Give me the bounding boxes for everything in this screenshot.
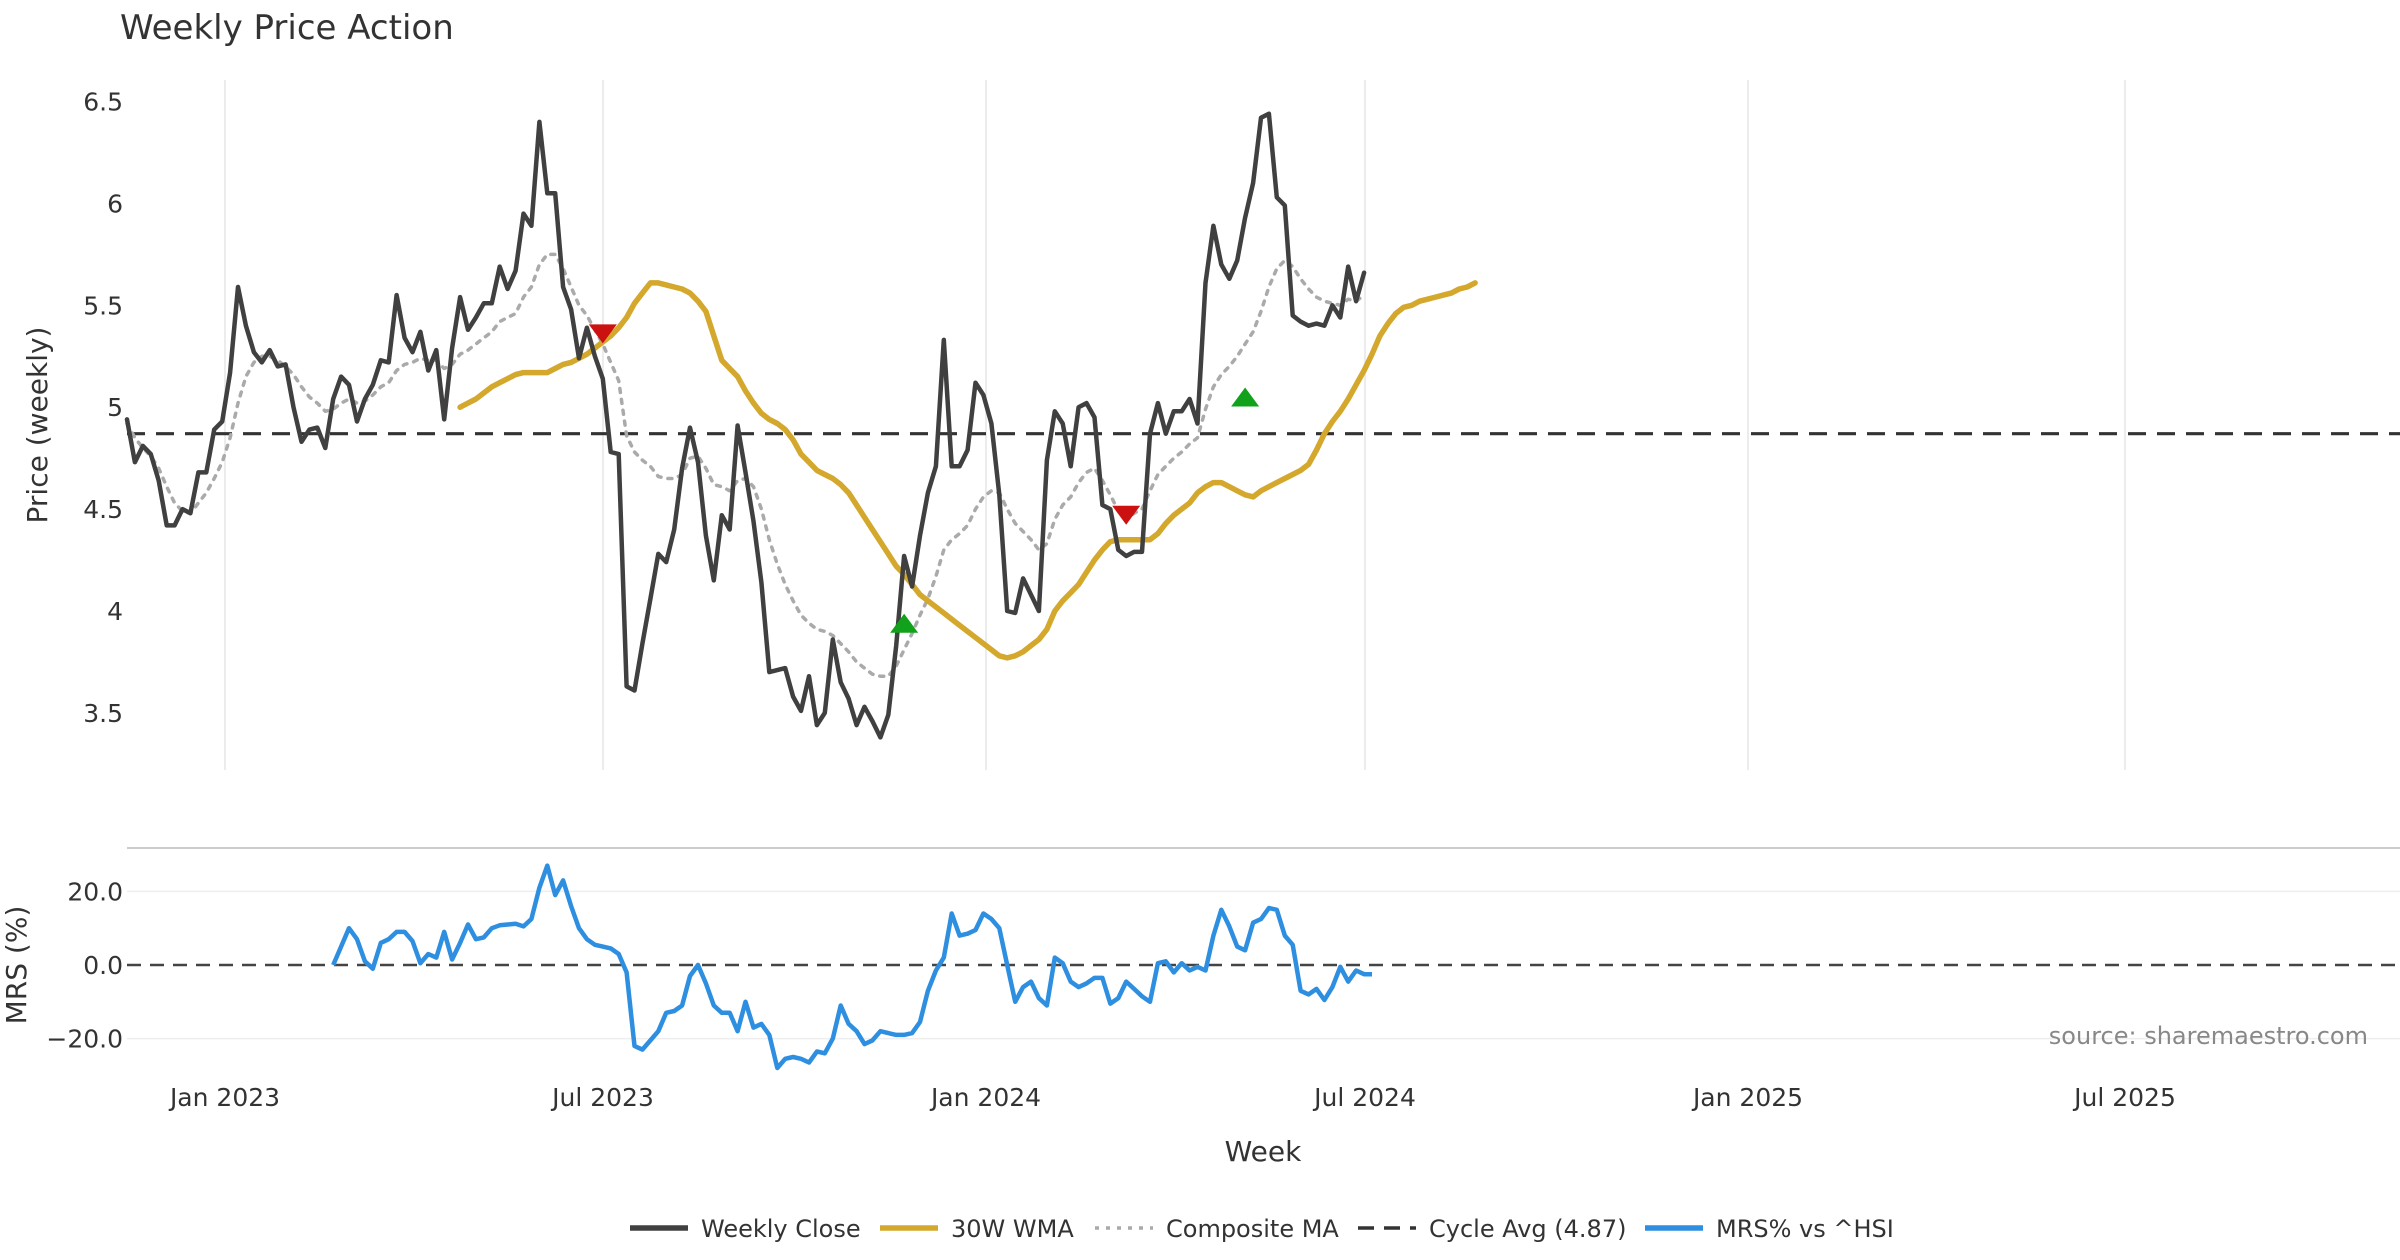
x-tick-label: Jan 2023 bbox=[168, 1083, 280, 1112]
mrs-y-tick-label: 0.0 bbox=[83, 951, 123, 980]
signal-markers bbox=[588, 324, 1260, 633]
grid-layer bbox=[127, 80, 2400, 1040]
buy-signal-marker bbox=[1231, 387, 1260, 407]
series-mrs bbox=[331, 863, 1372, 1071]
mrs-y-axis-label: MRS (%) bbox=[0, 906, 33, 1025]
legend: Weekly Close 30W WMA Composite MA Cycle Avg… bbox=[630, 1215, 1894, 1243]
legend-label: 30W WMA bbox=[951, 1215, 1074, 1243]
legend-label: Cycle Avg (4.87) bbox=[1429, 1215, 1626, 1243]
price-y-tick-label: 4 bbox=[107, 597, 123, 626]
price-y-tick-label: 6.5 bbox=[83, 88, 123, 117]
reference-lines bbox=[127, 432, 2400, 967]
legend-label: Weekly Close bbox=[701, 1215, 861, 1243]
x-tick-label: Jul 2023 bbox=[550, 1083, 654, 1112]
x-tick-label: Jul 2025 bbox=[2072, 1083, 2176, 1112]
sell-signal-marker bbox=[1112, 505, 1141, 525]
price-y-tick-label: 3.5 bbox=[83, 699, 123, 728]
legend-label: Composite MA bbox=[1166, 1215, 1339, 1243]
source-label: source: sharemaestro.com bbox=[2049, 1022, 2368, 1050]
sell-signal-marker bbox=[588, 324, 617, 344]
price-y-tick-label: 5.5 bbox=[83, 291, 123, 320]
price-y-axis-label: Price (weekly) bbox=[21, 327, 54, 524]
mrs-y-tick-label: −20.0 bbox=[46, 1025, 123, 1054]
legend-label: MRS% vs ^HSI bbox=[1716, 1215, 1894, 1243]
x-tick-label: Jan 2024 bbox=[929, 1083, 1041, 1112]
mrs-y-tick-label: 20.0 bbox=[67, 877, 123, 906]
buy-signal-marker bbox=[890, 613, 919, 633]
tick-labels: 3.5 4 4.5 5 5.5 6 6.5 −20.0 0.0 20.0 Jan 2023 Jul 2… bbox=[46, 88, 2175, 1113]
series-weekly-close bbox=[124, 111, 1367, 740]
price-y-tick-label: 5 bbox=[107, 393, 123, 422]
x-tick-label: Jan 2025 bbox=[1691, 1083, 1803, 1112]
x-tick-label: Jul 2024 bbox=[1312, 1083, 1416, 1112]
price-y-tick-label: 4.5 bbox=[83, 495, 123, 524]
series-layer bbox=[124, 111, 1478, 1071]
x-axis-label: Week bbox=[1225, 1135, 1302, 1168]
chart-title: Weekly Price Action bbox=[120, 8, 454, 48]
price-y-tick-label: 6 bbox=[107, 189, 123, 218]
series-30w-wma bbox=[457, 280, 1478, 661]
